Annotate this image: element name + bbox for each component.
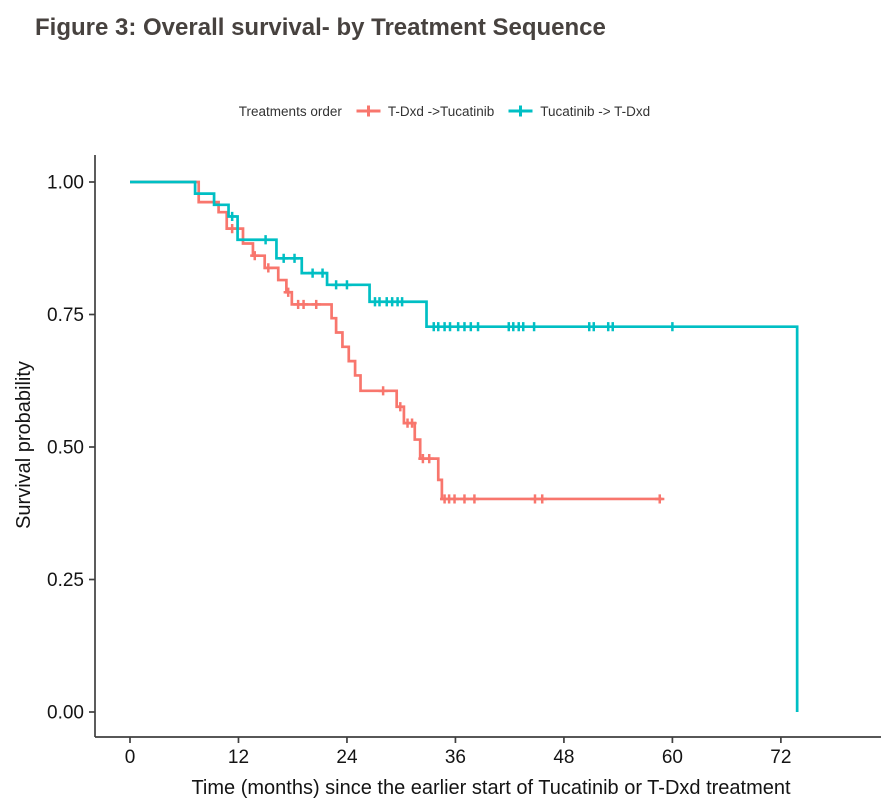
censor-marks-tucatinib-t-dxd bbox=[227, 211, 677, 332]
legend-item-tdxd-first: T-Dxd ->Tucatinib bbox=[355, 103, 494, 119]
y-axis-title: Survival probability bbox=[13, 361, 35, 529]
x-tick-label: 36 bbox=[445, 747, 466, 768]
legend-title: Treatments order bbox=[238, 103, 342, 119]
y-tick-label: 0.00 bbox=[47, 703, 84, 724]
legend: Treatments order T-Dxd ->Tucatinib Tucat… bbox=[0, 103, 889, 119]
figure-title: Figure 3: Overall survival- by Treatment… bbox=[35, 14, 606, 41]
y-axis-ticks: 1.00 0.75 0.50 0.25 0.00 bbox=[47, 173, 95, 724]
x-tick-label: 60 bbox=[662, 747, 683, 768]
x-tick-label: 72 bbox=[770, 747, 791, 768]
x-axis-ticks: 0 12 24 36 48 60 72 bbox=[125, 737, 791, 768]
y-tick-label: 1.00 bbox=[47, 173, 84, 194]
plus-line-key-icon bbox=[508, 105, 533, 117]
legend-label: T-Dxd ->Tucatinib bbox=[387, 103, 495, 119]
x-tick-label: 0 bbox=[125, 747, 136, 768]
y-tick-label: 0.50 bbox=[47, 438, 84, 459]
legend-label: Tucatinib -> T-Dxd bbox=[540, 103, 651, 119]
y-tick-label: 0.25 bbox=[47, 570, 84, 591]
y-tick-label: 0.75 bbox=[47, 305, 84, 326]
km-curve-tucatinib-t-dxd bbox=[130, 180, 799, 712]
km-curves bbox=[130, 180, 799, 712]
km-curve-t-dxd-tucatinib bbox=[130, 180, 663, 501]
censor-marks-t-dxd-tucatinib bbox=[227, 224, 665, 504]
x-axis-title: Time (months) since the earlier start of… bbox=[191, 777, 791, 799]
x-tick-label: 12 bbox=[228, 747, 249, 768]
x-tick-label: 48 bbox=[553, 747, 574, 768]
plus-line-key-icon bbox=[356, 105, 381, 117]
legend-item-tucatinib-first: Tucatinib -> T-Dxd bbox=[507, 103, 650, 119]
x-tick-label: 24 bbox=[336, 747, 358, 768]
